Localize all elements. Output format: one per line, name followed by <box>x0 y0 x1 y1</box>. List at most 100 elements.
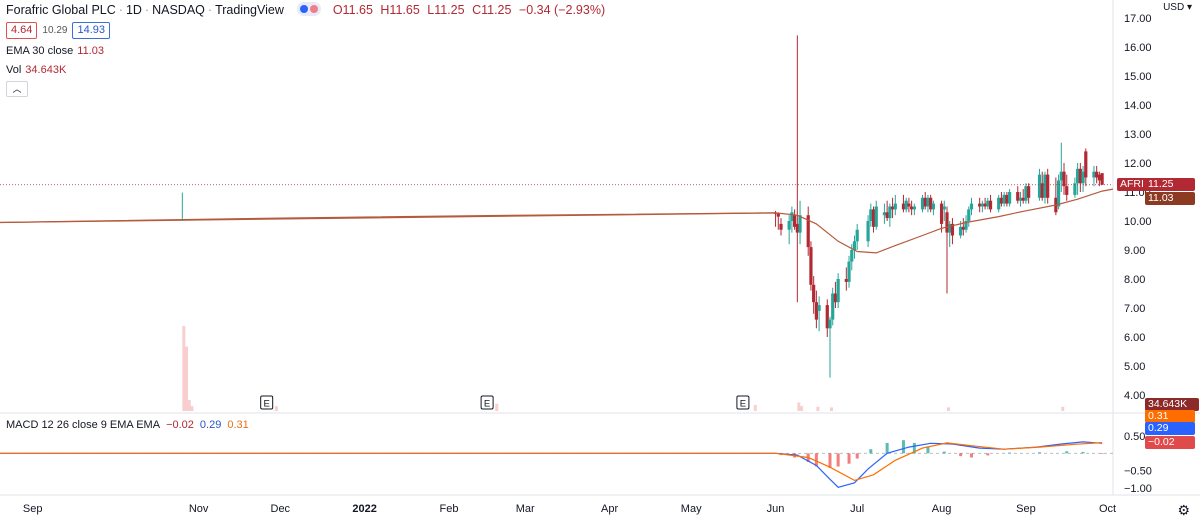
macd-legend[interactable]: MACD 12 26 close 9 EMA EMA −0.02 0.29 0.31 <box>6 419 249 431</box>
price-tick-label: 10.00 <box>1124 216 1152 228</box>
candle-body <box>776 213 780 217</box>
macd-signal-line <box>0 442 1103 482</box>
earnings-marker <box>480 395 494 410</box>
candle-body <box>798 215 802 233</box>
candle-body <box>1065 186 1069 195</box>
price-tick-label: 16.00 <box>1124 42 1152 54</box>
source-label: TradingView <box>215 3 284 17</box>
time-axis-label: Mar <box>516 503 535 515</box>
candle-body <box>871 209 876 227</box>
candle-body <box>997 197 1001 210</box>
earnings-marker <box>736 395 750 410</box>
candle-body <box>931 203 935 210</box>
macd-histogram-bar <box>969 453 973 458</box>
macd-histogram-bar <box>901 440 905 454</box>
ask-box[interactable]: 14.93 <box>72 22 110 39</box>
candle-body <box>869 209 873 221</box>
candle-body <box>790 212 794 221</box>
macd-histogram-bar <box>869 449 873 454</box>
time-axis-label: 2022 <box>352 503 376 515</box>
ema-label: EMA 30 close <box>6 45 74 57</box>
price-tick-label: 13.00 <box>1124 129 1152 141</box>
candle-body <box>901 203 906 210</box>
time-axis-label: Sep <box>23 503 43 515</box>
macd-tick-label: −0.50 <box>1124 466 1152 478</box>
candle-body <box>912 206 916 210</box>
macd-line <box>0 441 1103 488</box>
macd-signal-tag: 0.31 <box>1145 410 1195 423</box>
volume-legend[interactable]: Vol 34.643K <box>6 64 66 76</box>
volume-bar <box>800 406 804 411</box>
macd-tick-label: −1.00 <box>1124 483 1152 495</box>
candle-body <box>948 223 952 233</box>
bid-box[interactable]: 4.64 <box>6 22 38 39</box>
macd-histogram-bar <box>1081 451 1085 454</box>
candle-body <box>923 197 927 207</box>
candle-body <box>1084 151 1088 178</box>
earnings-marker-label: E <box>264 399 270 410</box>
currency-selector[interactable]: USD ▾ <box>1163 2 1192 13</box>
exchange-label: NASDAQ <box>152 3 205 17</box>
volume-bar <box>190 406 194 411</box>
candle-body <box>806 215 810 248</box>
candle-body <box>945 212 949 233</box>
time-axis-label: Aug <box>932 503 952 515</box>
candle-body <box>847 261 851 282</box>
time-axis-label: Sep <box>1016 503 1036 515</box>
time-axis-label: Feb <box>440 503 459 515</box>
candle-body <box>961 226 965 230</box>
candle-body <box>999 197 1004 204</box>
macd-line-tag: 0.29 <box>1145 422 1195 435</box>
macd-histogram-bar <box>1008 452 1012 454</box>
symbol-price-tag: AFRI <box>1117 178 1147 191</box>
candle-body <box>825 305 829 329</box>
candle-body <box>855 229 859 242</box>
macd-line-value: 0.29 <box>199 419 222 431</box>
candle-body <box>1040 183 1044 198</box>
candle-body <box>939 203 944 224</box>
candle-body <box>1092 171 1096 178</box>
ohlc-close: C11.25 <box>472 3 512 17</box>
macd-histogram-bar <box>1100 453 1104 455</box>
candle-body <box>942 206 946 210</box>
ohlc-open: O11.65 <box>332 3 373 17</box>
candle-body <box>1073 183 1077 195</box>
time-axis-label: Jun <box>767 503 785 515</box>
time-axis-label: May <box>681 503 702 515</box>
candle-body <box>1002 194 1006 204</box>
earnings-marker-label: E <box>484 399 490 410</box>
candle-body <box>920 197 925 210</box>
vol-value: 34.643K <box>25 64 67 76</box>
candle-body <box>1018 197 1023 201</box>
interval-label[interactable]: 1D <box>125 3 142 17</box>
candle-body <box>885 212 889 219</box>
earnings-marker <box>260 395 274 410</box>
symbol-name[interactable]: Forafric Global PLC <box>6 3 116 17</box>
ohlc-low: L11.25 <box>427 3 465 17</box>
candle-body <box>888 206 892 219</box>
candle-body <box>814 302 818 320</box>
candle-body <box>1100 173 1104 185</box>
candle-body <box>978 203 982 207</box>
candle-body <box>1024 186 1028 201</box>
volume-bar <box>753 404 757 411</box>
volume-bar <box>797 402 801 411</box>
symbol-header: Forafric Global PLC · 1D · NASDAQ · TradingVie… <box>6 2 606 17</box>
candle-body <box>969 203 974 210</box>
price-tick-label: 4.00 <box>1124 390 1145 402</box>
ema-legend[interactable]: EMA 30 close 11.03 <box>6 45 104 57</box>
bid-ask-row: 4.64 10.29 14.93 <box>6 22 110 39</box>
candle-body <box>950 223 955 236</box>
settings-gear-icon[interactable]: ⚙ <box>1177 502 1190 518</box>
volume-bar <box>185 346 189 411</box>
price-tick-label: 17.00 <box>1124 13 1152 25</box>
compare-toggle-icon[interactable] <box>297 2 322 16</box>
candle-body <box>964 221 968 230</box>
price-tick-label: 14.00 <box>1124 100 1152 112</box>
candle-body <box>983 203 987 207</box>
price-tick-label: 6.00 <box>1124 332 1145 344</box>
price-tick-label: 5.00 <box>1124 361 1145 373</box>
macd-histogram-bar <box>885 442 889 454</box>
collapse-legend-icon[interactable]: ︿ <box>6 81 28 97</box>
